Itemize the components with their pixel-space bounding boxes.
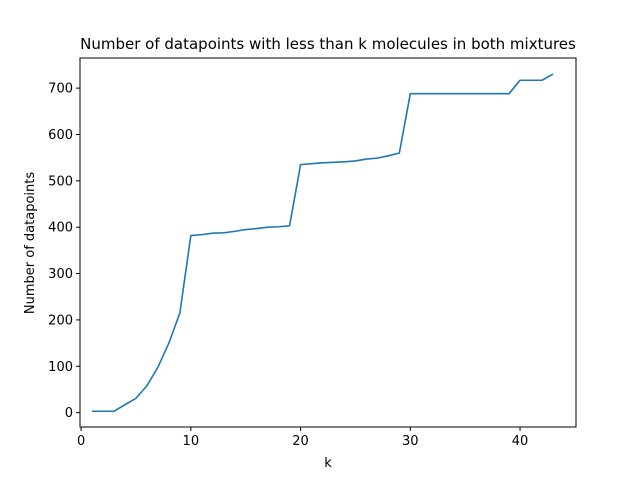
x-tick-label: 20 bbox=[292, 434, 309, 449]
plot-frame bbox=[79, 57, 577, 428]
x-axis: 0 10 20 30 40 bbox=[77, 427, 528, 449]
y-tick-label: 500 bbox=[48, 174, 73, 189]
y-tick-label: 400 bbox=[48, 221, 73, 236]
y-tick-label: 0 bbox=[65, 406, 73, 421]
x-axis-label: k bbox=[324, 456, 332, 471]
series-line-0 bbox=[92, 73, 554, 413]
y-axis: 0 100 200 300 400 500 600 700 bbox=[48, 82, 80, 421]
chart-title: Number of datapoints with less than k mo… bbox=[80, 35, 576, 53]
y-tick-label: 200 bbox=[48, 313, 73, 328]
x-tick-label: 40 bbox=[512, 434, 529, 449]
x-tick-label: 10 bbox=[183, 434, 200, 449]
plot-area bbox=[92, 73, 554, 413]
y-tick-label: 600 bbox=[48, 128, 73, 143]
x-tick-label: 0 bbox=[77, 434, 85, 449]
y-tick-label: 300 bbox=[48, 267, 73, 282]
y-tick-label: 100 bbox=[48, 360, 73, 375]
y-axis-label: Number of datapoints bbox=[23, 172, 38, 314]
y-tick-label: 700 bbox=[48, 82, 73, 97]
x-tick-label: 30 bbox=[402, 434, 419, 449]
